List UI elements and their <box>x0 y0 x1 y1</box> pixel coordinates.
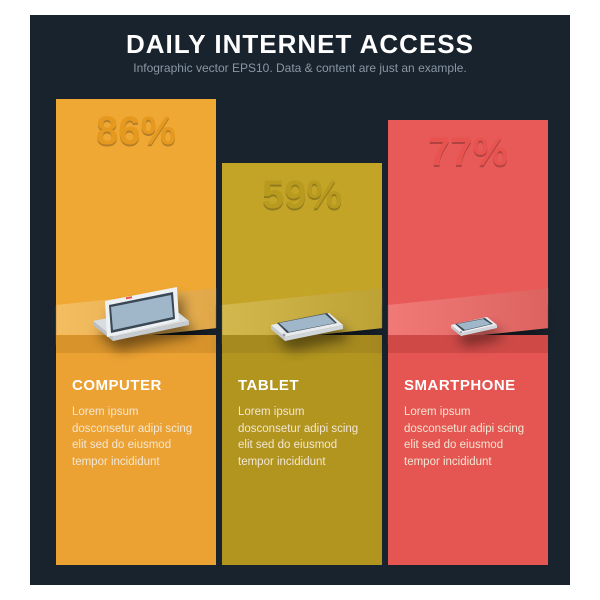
label-tablet: TABLET <box>238 377 366 394</box>
title: DAILY INTERNET ACCESS <box>30 29 570 60</box>
body-computer: Lorem ipsum dosconsetur adipi scing elit… <box>72 404 200 471</box>
column-tablet: 59% TABLET Lorem ipsum dosconsetur adipi… <box>222 85 382 565</box>
subtitle: Infographic vector EPS10. Data & content… <box>30 61 570 75</box>
percent-smartphone: 77% <box>388 130 548 175</box>
smartphone-icon <box>403 281 533 351</box>
columns: 86% COMPUTER Lorem ipsum dosconsetur adi… <box>54 85 546 565</box>
panel-tablet: TABLET Lorem ipsum dosconsetur adipi sci… <box>222 353 382 565</box>
tablet-icon <box>237 281 367 351</box>
label-computer: COMPUTER <box>72 377 200 394</box>
panel-computer: COMPUTER Lorem ipsum dosconsetur adipi s… <box>56 353 216 565</box>
infographic-stage: DAILY INTERNET ACCESS Infographic vector… <box>30 15 570 585</box>
body-smartphone: Lorem ipsum dosconsetur adipi scing elit… <box>404 404 532 471</box>
panel-smartphone: SMARTPHONE Lorem ipsum dosconsetur adipi… <box>388 353 548 565</box>
column-smartphone: 77% SMARTPHONE Lorem ipsum dosconsetur a… <box>388 85 548 565</box>
body-tablet: Lorem ipsum dosconsetur adipi scing elit… <box>238 404 366 471</box>
column-computer: 86% COMPUTER Lorem ipsum dosconsetur adi… <box>56 85 216 565</box>
label-smartphone: SMARTPHONE <box>404 377 532 394</box>
percent-computer: 86% <box>56 109 216 154</box>
laptop-icon <box>71 281 201 351</box>
percent-tablet: 59% <box>222 173 382 218</box>
